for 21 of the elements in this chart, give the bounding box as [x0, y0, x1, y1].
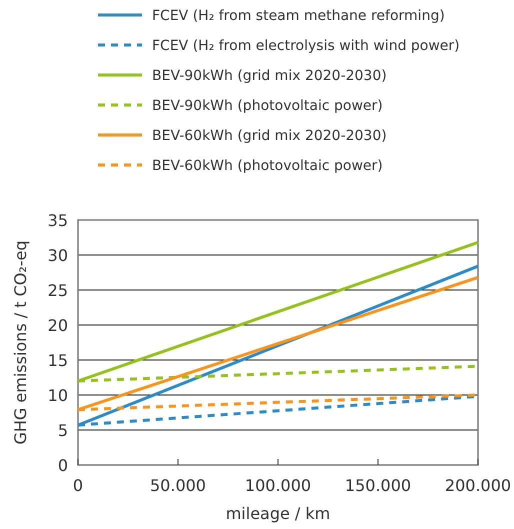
x-tick-label: 200.000 — [444, 476, 512, 495]
y-tick-label: 35 — [48, 211, 68, 230]
x-tick-label: 150.000 — [344, 476, 412, 495]
x-tick-label: 50.000 — [150, 476, 206, 495]
y-tick-label: 15 — [48, 351, 68, 370]
legend-label: FCEV (H₂ from electrolysis with wind power) — [152, 38, 460, 54]
y-tick-label: 30 — [48, 246, 68, 265]
x-tick-label: 0 — [72, 476, 84, 495]
legend-label: BEV-90kWh (photovoltaic power) — [152, 98, 383, 114]
y-tick-label: 20 — [48, 316, 68, 335]
y-axis-title: GHG emissions / t CO₂-eq — [11, 240, 30, 445]
legend-label: BEV-60kWh (photovoltaic power) — [152, 158, 383, 174]
y-tick-label: 0 — [58, 456, 68, 475]
y-tick-label: 5 — [58, 421, 68, 440]
x-tick-label: 100.000 — [244, 476, 312, 495]
y-tick-label: 10 — [48, 386, 68, 405]
legend-label: BEV-90kWh (grid mix 2020-2030) — [152, 68, 387, 84]
x-axis-title: mileage / km — [226, 504, 330, 523]
legend-label: BEV-60kWh (grid mix 2020-2030) — [152, 128, 387, 144]
legend-label: FCEV (H₂ from steam methane reforming) — [152, 8, 445, 24]
y-tick-label: 25 — [48, 281, 68, 300]
